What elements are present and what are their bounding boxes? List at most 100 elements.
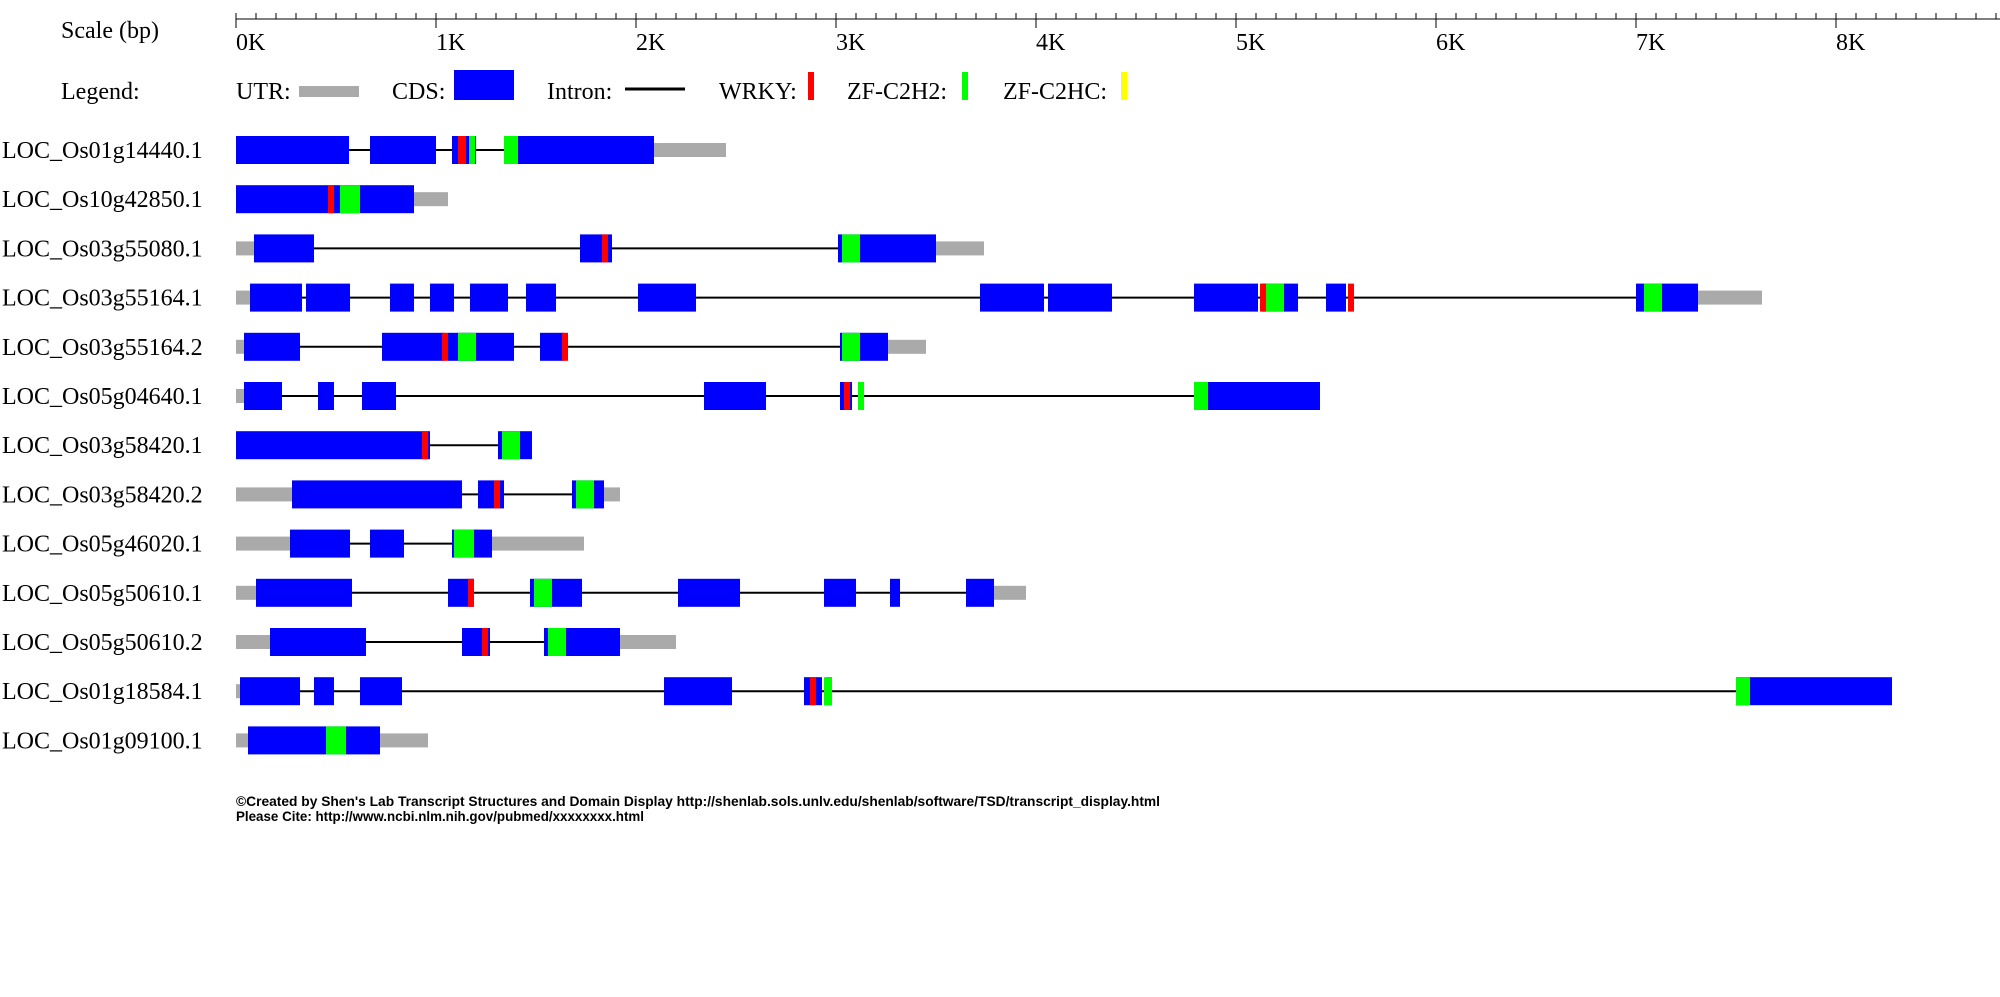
cds-exon — [470, 283, 508, 312]
legend-wrky-swatch — [808, 72, 814, 100]
legend-zf-c2h2-swatch — [962, 72, 968, 100]
wrky-domain — [482, 628, 488, 656]
cds-exon — [890, 578, 900, 607]
cds-exon — [638, 283, 696, 312]
wrky-domain — [494, 480, 500, 509]
transcript-label: LOC_Os03g55164.2 — [2, 335, 203, 361]
utr-segment — [236, 585, 256, 600]
transcript-row: LOC_Os03g55164.2 — [2, 332, 926, 361]
cds-exon — [292, 480, 462, 509]
utr-segment — [888, 339, 926, 354]
utr-segment — [604, 487, 620, 502]
legend-utr-swatch — [299, 86, 359, 97]
utr-segment — [236, 290, 250, 305]
zf-c2h2-domain — [1644, 283, 1662, 312]
cds-exon — [478, 480, 504, 509]
scale-tick-label: 1K — [436, 30, 466, 56]
legend-item-cds: CDS: — [392, 70, 514, 105]
cds-exon — [314, 677, 334, 706]
scale-tick-label: 0K — [236, 30, 266, 56]
cds-exon — [704, 382, 766, 410]
legend-item-intron: Intron: — [547, 79, 685, 105]
legend-intron-label: Intron: — [547, 79, 612, 105]
scale-axis: 0K 1K 2K 3K 4K 5K 6K 7K 8K — [235, 13, 2000, 56]
scale-tick-label: 2K — [636, 30, 666, 56]
cds-exon — [382, 332, 444, 361]
cds-exon — [980, 283, 1044, 312]
zf-c2h2-domain — [458, 332, 476, 361]
zf-c2h2-domain — [576, 480, 594, 509]
transcript-label: LOC_Os03g55164.1 — [2, 286, 203, 312]
legend-item-zf-c2hc: ZF-C2HC: — [1003, 72, 1127, 105]
transcript-row: LOC_Os01g18584.1 — [2, 677, 1892, 706]
zf-c2h2-domain — [340, 185, 360, 214]
cds-exon — [664, 677, 732, 706]
transcript-label: LOC_Os10g42850.1 — [2, 187, 203, 213]
zf-c2h2-domain — [534, 578, 552, 607]
cds-exon — [256, 578, 352, 607]
wrky-domain — [602, 234, 608, 263]
transcript-row: LOC_Os05g50610.1 — [2, 578, 1026, 607]
cds-exon — [1736, 677, 1892, 706]
utr-segment — [236, 241, 254, 256]
zf-c2h2-domain — [842, 332, 860, 361]
transcript-label: LOC_Os03g55080.1 — [2, 236, 203, 262]
cds-exon — [1326, 283, 1346, 312]
cds-exon — [250, 283, 302, 312]
utr-segment — [236, 684, 240, 699]
cds-exon — [240, 677, 300, 706]
utr-segment — [1698, 290, 1762, 305]
transcript-row: LOC_Os03g55080.1 — [2, 234, 984, 263]
cds-exon — [248, 726, 380, 755]
utr-segment — [414, 192, 448, 207]
legend-wrky-label: WRKY: — [719, 79, 797, 105]
wrky-domain — [442, 332, 448, 361]
transcript-row: LOC_Os05g46020.1 — [2, 529, 584, 558]
transcript-label: LOC_Os05g50610.2 — [2, 630, 203, 656]
transcript-row: LOC_Os03g58420.1 — [2, 431, 532, 460]
cds-exon — [390, 283, 414, 312]
cds-exon — [824, 578, 856, 607]
cds-exon — [1194, 382, 1320, 410]
zf-c2h2-domain — [858, 382, 864, 410]
cds-exon — [244, 382, 282, 410]
utr-segment — [236, 389, 244, 403]
transcript-label: LOC_Os03g58420.2 — [2, 482, 203, 508]
legend-item-zf-c2h2: ZF-C2H2: — [847, 72, 968, 105]
wrky-domain — [458, 136, 466, 164]
footer-credit: ©Created by Shen's Lab Transcript Struct… — [236, 793, 1160, 809]
utr-segment — [236, 733, 248, 748]
cds-exon — [526, 283, 556, 312]
cds-exon — [270, 628, 366, 656]
transcript-row: LOC_Os03g55164.1 — [2, 283, 1762, 312]
utr-segment — [936, 241, 984, 256]
cds-exon — [430, 283, 454, 312]
scale-tick-label: 8K — [1836, 30, 1866, 56]
wrky-domain — [1348, 283, 1354, 312]
transcript-row: LOC_Os10g42850.1 — [2, 185, 448, 214]
zf-c2h2-domain — [842, 234, 860, 263]
cds-exon — [360, 677, 402, 706]
cds-exon — [236, 431, 430, 460]
zf-c2h2-domain — [824, 677, 832, 706]
wrky-domain — [562, 332, 568, 361]
transcript-row: LOC_Os01g14440.1 — [2, 136, 726, 164]
scale-tick-label: 3K — [836, 30, 866, 56]
wrky-domain — [1260, 283, 1266, 312]
utr-segment — [236, 487, 292, 502]
cds-exon — [1194, 283, 1258, 312]
zf-c2h2-domain — [504, 136, 518, 164]
zf-c2h2-domain — [1266, 283, 1284, 312]
legend-cds-swatch — [454, 70, 514, 100]
utr-segment — [236, 536, 290, 551]
legend-item-utr: UTR: — [236, 79, 359, 105]
cds-exon — [1048, 283, 1112, 312]
zf-c2h2-domain — [454, 529, 474, 558]
transcript-row: LOC_Os05g50610.2 — [2, 628, 676, 656]
zf-c2h2-domain — [1736, 677, 1750, 706]
cds-exon — [678, 578, 740, 607]
utr-segment — [236, 635, 270, 649]
wrky-domain — [810, 677, 816, 706]
utr-segment — [492, 536, 584, 551]
transcript-row: LOC_Os01g09100.1 — [2, 726, 428, 755]
